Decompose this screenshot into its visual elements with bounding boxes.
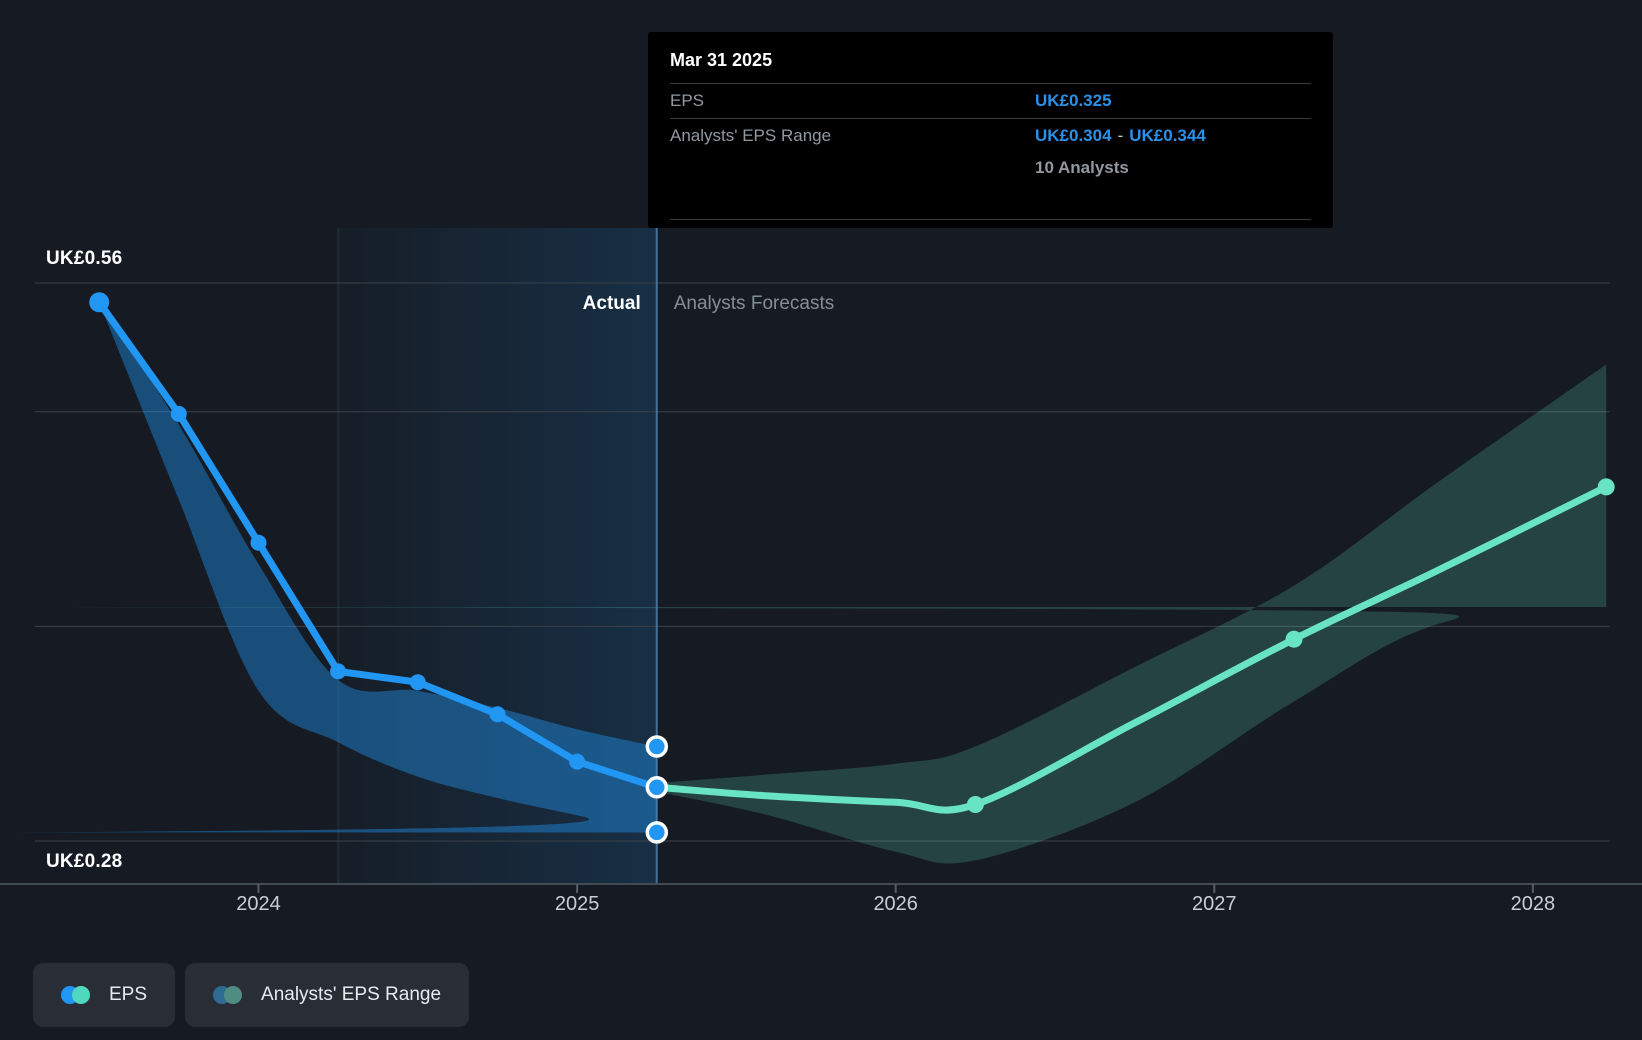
eps-forecast-point	[1597, 478, 1615, 496]
endpoint-marker	[645, 735, 669, 758]
tooltip-range-value: UK£0.304- UK£0.344	[1035, 126, 1206, 146]
tooltip-range-separator: -	[1117, 126, 1124, 145]
eps-forecast-points[interactable]	[966, 478, 1615, 813]
range-legend-dots-icon	[213, 984, 245, 1006]
tooltip-eps-label: EPS	[670, 91, 705, 110]
tooltip-range-row: Analysts' EPS Range UK£0.304- UK£0.344	[670, 119, 1311, 153]
legend-item-eps[interactable]: EPS	[33, 963, 176, 1027]
eps-forecast-dot-icon	[72, 986, 90, 1004]
eps-actual-point	[89, 292, 110, 313]
actual-eps-range-band	[0, 302, 657, 833]
eps-actual-point	[330, 663, 347, 680]
eps-actual-point	[170, 405, 187, 422]
eps-actual-point	[409, 674, 426, 691]
tooltip: Mar 31 2025 EPS UK£0.325 Analysts' EPS R…	[648, 32, 1333, 228]
eps-actual-point	[250, 534, 267, 551]
y-axis-label-bottom: UK£0.28	[46, 851, 123, 872]
eps-actual-point	[569, 753, 586, 770]
legend-range-label: Analysts' EPS Range	[261, 984, 442, 1005]
legend-item-analysts-eps-range[interactable]: Analysts' EPS Range	[185, 963, 470, 1027]
legend-eps-label: EPS	[109, 984, 148, 1005]
eps-forecast-line	[653, 483, 1610, 814]
actual-year-highlight	[337, 228, 657, 884]
eps-actual-line	[95, 298, 661, 791]
y-axis-label-top: UK£0.56	[46, 248, 123, 269]
endpoint-marker	[645, 821, 669, 844]
tooltip-range-high: UK£0.344	[1129, 126, 1206, 145]
endpoint-marker	[645, 776, 669, 799]
x-axis	[0, 883, 1642, 893]
range-forecast-dot-icon	[224, 986, 243, 1004]
eps-forecast-point	[966, 796, 984, 813]
x-axis-label-2024: 2024	[236, 893, 281, 915]
legend: EPS Analysts' EPS Range	[33, 963, 470, 1027]
x-axis-label-2028: 2028	[1510, 893, 1556, 915]
tooltip-range-low: UK£0.304	[1035, 126, 1112, 145]
eps-forecast-point	[1285, 630, 1303, 648]
forecast-region-label: Analysts Forecasts	[673, 293, 835, 314]
x-axis-label-2025: 2025	[554, 893, 600, 915]
forecast-eps-range-band	[0, 364, 1607, 864]
tooltip-divider	[670, 118, 1311, 119]
divider-endpoint-markers[interactable]	[645, 735, 669, 844]
tooltip-date: Mar 31 2025	[670, 50, 773, 70]
gridlines	[35, 282, 1610, 842]
tooltip-divider	[670, 219, 1311, 220]
actual-region-label: Actual	[582, 293, 641, 314]
tooltip-divider	[670, 83, 1311, 84]
tooltip-eps-value: UK£0.325	[1035, 91, 1112, 110]
x-axis-label-2027: 2027	[1192, 893, 1237, 915]
tooltip-range-label: Analysts' EPS Range	[670, 126, 832, 145]
eps-legend-dots-icon	[61, 984, 93, 1006]
tooltip-eps-row: EPS UK£0.325	[670, 84, 1311, 118]
x-axis-label-2026: 2026	[873, 893, 918, 915]
eps-actual-points[interactable]	[89, 292, 586, 770]
tooltip-analysts-count: 10 Analysts	[1035, 158, 1129, 177]
eps-actual-point	[489, 706, 506, 723]
